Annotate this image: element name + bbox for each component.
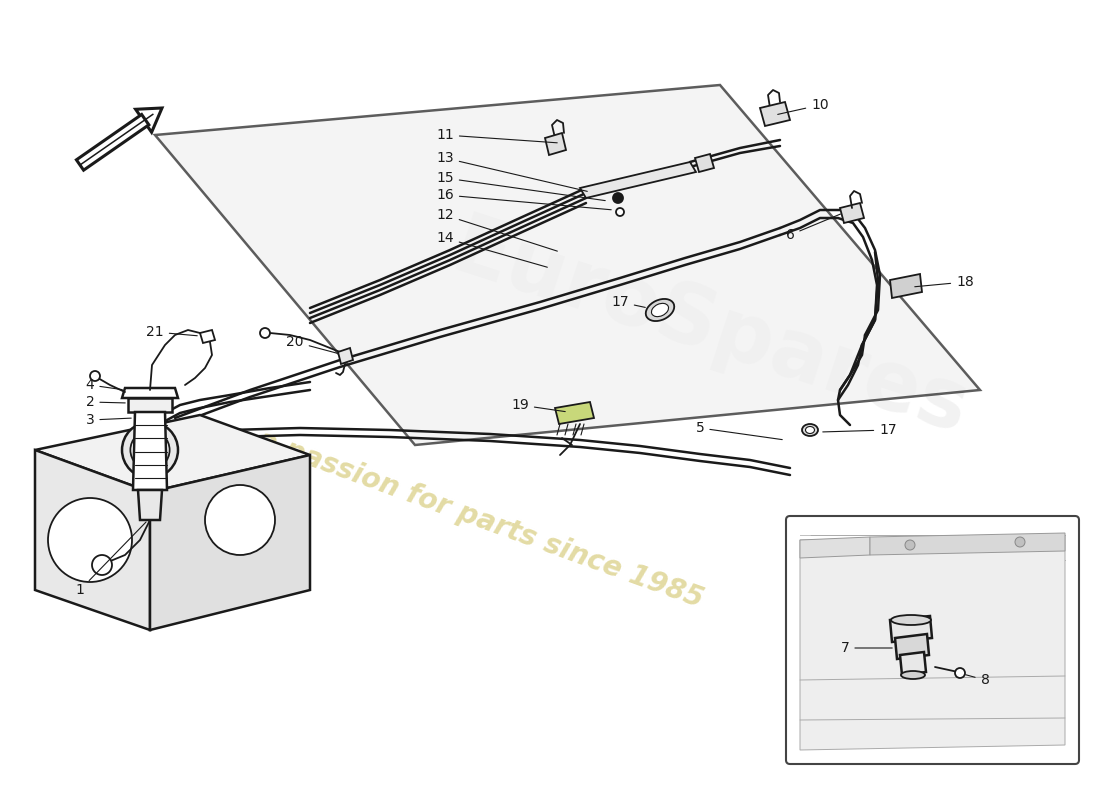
Polygon shape [900,652,926,675]
Text: 5: 5 [695,421,782,440]
Polygon shape [800,535,1065,750]
Text: 12: 12 [437,208,558,251]
Polygon shape [128,398,172,412]
Text: 13: 13 [437,151,587,191]
Polygon shape [200,330,214,343]
Circle shape [613,193,623,203]
Text: 17: 17 [823,423,896,437]
Polygon shape [870,533,1065,555]
Text: 14: 14 [437,231,548,267]
Text: 18: 18 [915,275,974,289]
Circle shape [616,208,624,216]
Text: 10: 10 [778,98,828,114]
Polygon shape [556,402,594,424]
Text: 11: 11 [436,128,558,143]
Circle shape [955,668,965,678]
Text: EuroSpares: EuroSpares [441,208,979,452]
Circle shape [1015,537,1025,547]
Text: 3: 3 [86,413,131,427]
Circle shape [905,540,915,550]
Polygon shape [895,634,930,659]
Polygon shape [800,537,870,558]
Circle shape [48,498,132,582]
Text: 2: 2 [86,395,125,409]
Circle shape [131,430,169,470]
Text: 15: 15 [437,171,605,201]
Text: 4: 4 [86,378,122,392]
Polygon shape [138,490,162,520]
Polygon shape [338,348,353,364]
Polygon shape [35,415,310,492]
Polygon shape [35,450,150,630]
Polygon shape [133,412,167,490]
Circle shape [122,422,178,478]
Polygon shape [840,203,864,223]
Circle shape [260,328,270,338]
Polygon shape [122,388,178,398]
Text: 20: 20 [286,335,338,354]
Circle shape [205,485,275,555]
FancyBboxPatch shape [786,516,1079,764]
Ellipse shape [891,615,931,625]
Ellipse shape [646,299,674,321]
Polygon shape [760,102,790,126]
Polygon shape [580,162,696,198]
Text: 16: 16 [436,188,612,210]
Circle shape [90,371,100,381]
Polygon shape [936,553,991,571]
Polygon shape [890,616,932,642]
Text: 6: 6 [785,214,840,242]
Text: 17: 17 [612,295,646,309]
Circle shape [92,555,112,575]
Text: a passion for parts since 1985: a passion for parts since 1985 [253,426,706,614]
Polygon shape [890,274,922,298]
Polygon shape [155,85,980,445]
Text: 1: 1 [76,522,146,597]
Ellipse shape [802,424,818,436]
Polygon shape [695,154,714,172]
Text: 19: 19 [512,398,565,412]
Ellipse shape [651,303,669,317]
Text: 8: 8 [966,673,989,687]
Ellipse shape [901,671,925,679]
Polygon shape [150,455,310,630]
Text: 21: 21 [146,325,197,339]
Text: 7: 7 [840,641,892,655]
Polygon shape [544,133,566,155]
Polygon shape [76,114,148,170]
Polygon shape [135,108,162,132]
Ellipse shape [805,426,814,434]
Polygon shape [920,554,940,577]
